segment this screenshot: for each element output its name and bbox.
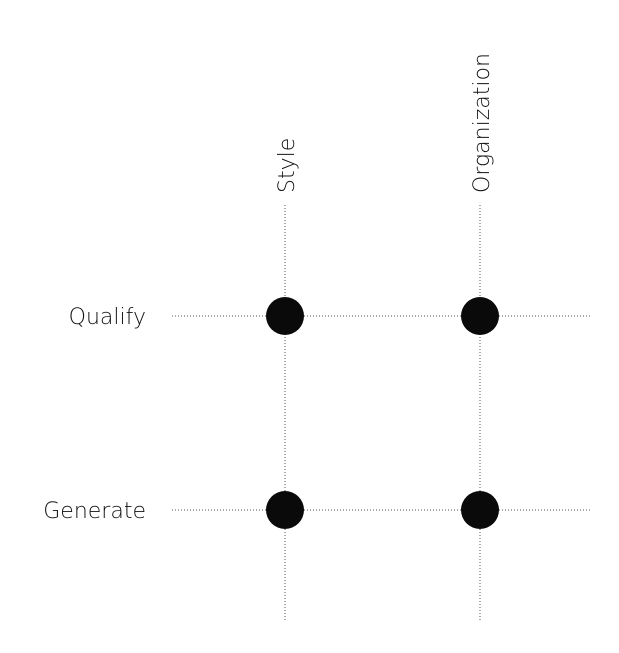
node-generate-organization bbox=[461, 491, 499, 529]
row-label-qualify: Qualify bbox=[69, 305, 146, 330]
node-qualify-organization bbox=[461, 297, 499, 335]
node-qualify-style bbox=[266, 297, 304, 335]
column-label-organization: Organization bbox=[470, 53, 495, 193]
column-label-style: Style bbox=[275, 138, 300, 193]
row-label-generate: Generate bbox=[43, 499, 146, 524]
node-generate-style bbox=[266, 491, 304, 529]
